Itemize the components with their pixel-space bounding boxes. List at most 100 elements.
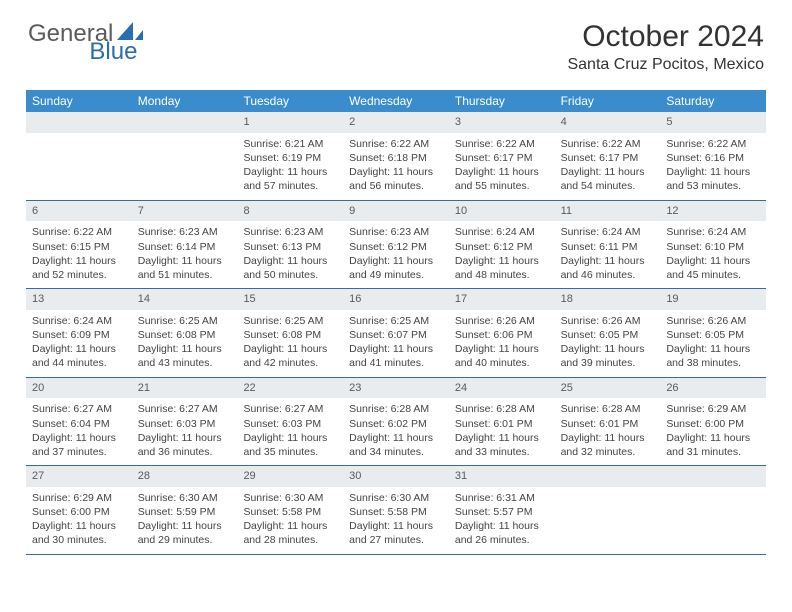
day-body: Sunrise: 6:27 AMSunset: 6:04 PMDaylight:… bbox=[26, 398, 132, 465]
daylight-text: Daylight: 11 hours and 32 minutes. bbox=[561, 431, 655, 459]
daylight-text: Daylight: 11 hours and 55 minutes. bbox=[455, 165, 549, 193]
sunset-text: Sunset: 6:01 PM bbox=[455, 417, 549, 431]
sunrise-text: Sunrise: 6:26 AM bbox=[455, 314, 549, 328]
sunset-text: Sunset: 5:58 PM bbox=[243, 505, 337, 519]
sunset-text: Sunset: 5:59 PM bbox=[138, 505, 232, 519]
daylight-text: Daylight: 11 hours and 46 minutes. bbox=[561, 254, 655, 282]
day-cell: 22Sunrise: 6:27 AMSunset: 6:03 PMDayligh… bbox=[237, 378, 343, 466]
day-cell: 3Sunrise: 6:22 AMSunset: 6:17 PMDaylight… bbox=[449, 112, 555, 200]
day-number: 31 bbox=[449, 466, 555, 487]
daylight-text: Daylight: 11 hours and 27 minutes. bbox=[349, 519, 443, 547]
daylight-text: Daylight: 11 hours and 28 minutes. bbox=[243, 519, 337, 547]
weekday-header: Monday bbox=[132, 90, 238, 112]
sunrise-text: Sunrise: 6:24 AM bbox=[455, 225, 549, 239]
daylight-text: Daylight: 11 hours and 37 minutes. bbox=[32, 431, 126, 459]
day-cell: 31Sunrise: 6:31 AMSunset: 5:57 PMDayligh… bbox=[449, 466, 555, 554]
day-number: 14 bbox=[132, 289, 238, 310]
day-number: 13 bbox=[26, 289, 132, 310]
day-cell: 27Sunrise: 6:29 AMSunset: 6:00 PMDayligh… bbox=[26, 466, 132, 554]
day-cell: 16Sunrise: 6:25 AMSunset: 6:07 PMDayligh… bbox=[343, 289, 449, 377]
weeks-container: 1Sunrise: 6:21 AMSunset: 6:19 PMDaylight… bbox=[26, 112, 766, 555]
sunrise-text: Sunrise: 6:29 AM bbox=[666, 402, 760, 416]
sunrise-text: Sunrise: 6:26 AM bbox=[561, 314, 655, 328]
daylight-text: Daylight: 11 hours and 33 minutes. bbox=[455, 431, 549, 459]
sunset-text: Sunset: 6:15 PM bbox=[32, 240, 126, 254]
sunrise-text: Sunrise: 6:24 AM bbox=[561, 225, 655, 239]
logo: General Blue bbox=[28, 20, 195, 48]
day-body: Sunrise: 6:29 AMSunset: 6:00 PMDaylight:… bbox=[660, 398, 766, 465]
sunrise-text: Sunrise: 6:23 AM bbox=[349, 225, 443, 239]
weekday-header: Friday bbox=[555, 90, 661, 112]
daylight-text: Daylight: 11 hours and 29 minutes. bbox=[138, 519, 232, 547]
day-body: Sunrise: 6:23 AMSunset: 6:12 PMDaylight:… bbox=[343, 221, 449, 288]
daylight-text: Daylight: 11 hours and 45 minutes. bbox=[666, 254, 760, 282]
day-body: Sunrise: 6:23 AMSunset: 6:13 PMDaylight:… bbox=[237, 221, 343, 288]
day-body: Sunrise: 6:24 AMSunset: 6:11 PMDaylight:… bbox=[555, 221, 661, 288]
day-body: Sunrise: 6:24 AMSunset: 6:10 PMDaylight:… bbox=[660, 221, 766, 288]
day-cell: 20Sunrise: 6:27 AMSunset: 6:04 PMDayligh… bbox=[26, 378, 132, 466]
day-number: 4 bbox=[555, 112, 661, 133]
daylight-text: Daylight: 11 hours and 51 minutes. bbox=[138, 254, 232, 282]
day-number: 24 bbox=[449, 378, 555, 399]
sunrise-text: Sunrise: 6:27 AM bbox=[32, 402, 126, 416]
day-number: 6 bbox=[26, 201, 132, 222]
day-number bbox=[26, 112, 132, 133]
day-number: 10 bbox=[449, 201, 555, 222]
day-body: Sunrise: 6:30 AMSunset: 5:58 PMDaylight:… bbox=[237, 487, 343, 554]
sunrise-text: Sunrise: 6:28 AM bbox=[455, 402, 549, 416]
daylight-text: Daylight: 11 hours and 39 minutes. bbox=[561, 342, 655, 370]
empty-day-cell bbox=[132, 112, 238, 200]
day-number: 18 bbox=[555, 289, 661, 310]
sunrise-text: Sunrise: 6:22 AM bbox=[561, 137, 655, 151]
day-cell: 6Sunrise: 6:22 AMSunset: 6:15 PMDaylight… bbox=[26, 201, 132, 289]
day-number: 30 bbox=[343, 466, 449, 487]
sunset-text: Sunset: 5:58 PM bbox=[349, 505, 443, 519]
day-body: Sunrise: 6:26 AMSunset: 6:05 PMDaylight:… bbox=[555, 310, 661, 377]
day-cell: 30Sunrise: 6:30 AMSunset: 5:58 PMDayligh… bbox=[343, 466, 449, 554]
sunset-text: Sunset: 6:01 PM bbox=[561, 417, 655, 431]
daylight-text: Daylight: 11 hours and 54 minutes. bbox=[561, 165, 655, 193]
empty-day-cell bbox=[26, 112, 132, 200]
sunrise-text: Sunrise: 6:28 AM bbox=[349, 402, 443, 416]
title-block: October 2024 Santa Cruz Pocitos, Mexico bbox=[567, 20, 764, 74]
sunset-text: Sunset: 6:08 PM bbox=[138, 328, 232, 342]
daylight-text: Daylight: 11 hours and 42 minutes. bbox=[243, 342, 337, 370]
sunset-text: Sunset: 6:05 PM bbox=[666, 328, 760, 342]
day-body: Sunrise: 6:28 AMSunset: 6:01 PMDaylight:… bbox=[449, 398, 555, 465]
sunset-text: Sunset: 6:00 PM bbox=[666, 417, 760, 431]
sunrise-text: Sunrise: 6:30 AM bbox=[138, 491, 232, 505]
sunrise-text: Sunrise: 6:21 AM bbox=[243, 137, 337, 151]
day-number: 28 bbox=[132, 466, 238, 487]
sunrise-text: Sunrise: 6:22 AM bbox=[666, 137, 760, 151]
day-number: 29 bbox=[237, 466, 343, 487]
weekday-header: Wednesday bbox=[343, 90, 449, 112]
sunrise-text: Sunrise: 6:22 AM bbox=[455, 137, 549, 151]
location-subtitle: Santa Cruz Pocitos, Mexico bbox=[567, 56, 764, 74]
sunrise-text: Sunrise: 6:23 AM bbox=[138, 225, 232, 239]
day-cell: 21Sunrise: 6:27 AMSunset: 6:03 PMDayligh… bbox=[132, 378, 238, 466]
daylight-text: Daylight: 11 hours and 31 minutes. bbox=[666, 431, 760, 459]
sunrise-text: Sunrise: 6:28 AM bbox=[561, 402, 655, 416]
sunrise-text: Sunrise: 6:24 AM bbox=[32, 314, 126, 328]
day-number: 12 bbox=[660, 201, 766, 222]
sunset-text: Sunset: 6:00 PM bbox=[32, 505, 126, 519]
sunrise-text: Sunrise: 6:27 AM bbox=[243, 402, 337, 416]
day-cell: 23Sunrise: 6:28 AMSunset: 6:02 PMDayligh… bbox=[343, 378, 449, 466]
sunset-text: Sunset: 6:06 PM bbox=[455, 328, 549, 342]
day-body: Sunrise: 6:25 AMSunset: 6:08 PMDaylight:… bbox=[132, 310, 238, 377]
sunset-text: Sunset: 6:17 PM bbox=[455, 151, 549, 165]
sunset-text: Sunset: 6:07 PM bbox=[349, 328, 443, 342]
day-body: Sunrise: 6:22 AMSunset: 6:18 PMDaylight:… bbox=[343, 133, 449, 200]
sunset-text: Sunset: 6:03 PM bbox=[243, 417, 337, 431]
day-body: Sunrise: 6:24 AMSunset: 6:09 PMDaylight:… bbox=[26, 310, 132, 377]
day-body: Sunrise: 6:24 AMSunset: 6:12 PMDaylight:… bbox=[449, 221, 555, 288]
day-cell: 17Sunrise: 6:26 AMSunset: 6:06 PMDayligh… bbox=[449, 289, 555, 377]
day-number: 23 bbox=[343, 378, 449, 399]
sunrise-text: Sunrise: 6:23 AM bbox=[243, 225, 337, 239]
daylight-text: Daylight: 11 hours and 53 minutes. bbox=[666, 165, 760, 193]
day-number bbox=[555, 466, 661, 487]
sunset-text: Sunset: 6:12 PM bbox=[455, 240, 549, 254]
day-body: Sunrise: 6:28 AMSunset: 6:01 PMDaylight:… bbox=[555, 398, 661, 465]
sunset-text: Sunset: 6:17 PM bbox=[561, 151, 655, 165]
day-body: Sunrise: 6:29 AMSunset: 6:00 PMDaylight:… bbox=[26, 487, 132, 554]
